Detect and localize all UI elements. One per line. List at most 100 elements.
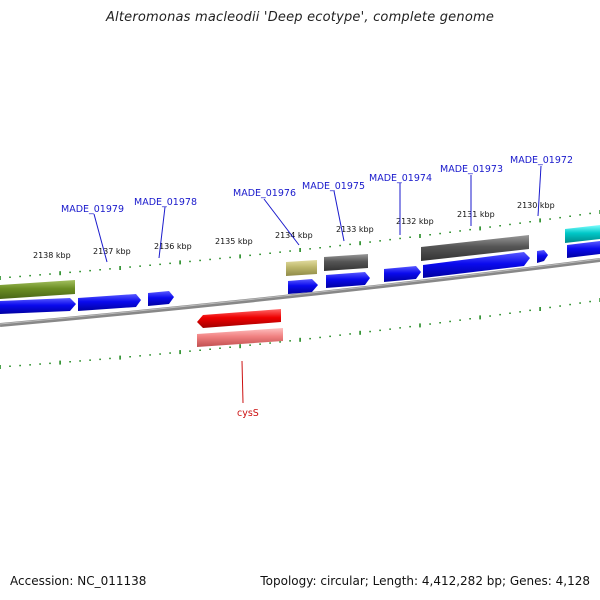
minor-tick [209,348,211,350]
gray-feature-1 [324,254,368,271]
minor-tick [579,214,581,216]
cds-arrow [567,241,600,258]
minor-tick [49,273,51,275]
scale-label: 2130 kbp [517,201,555,210]
minor-tick [489,315,491,317]
cds-arrow [423,252,530,278]
major-tick [539,218,541,223]
minor-tick [209,258,211,261]
gene-labels: MADE_01979 MADE_01978 MADE_01976 MADE_01… [61,155,573,419]
minor-tick [399,327,401,329]
minor-tick [129,266,131,268]
minor-tick [169,352,171,354]
major-tick [0,276,1,280]
minor-tick [189,260,191,263]
minor-tick [519,311,521,313]
minor-tick [89,269,91,272]
major-tick [59,271,61,276]
minor-tick [249,254,251,257]
reverse-features [197,309,283,347]
minor-tick [259,253,261,256]
scale-labels: 2138 kbp 2137 kbp 2136 kbp 2135 kbp 2134… [33,201,555,260]
cds-arrow [326,272,370,288]
gene-label: MADE_01975 [302,181,365,192]
cds-arrow [148,291,174,306]
gene-label: MADE_01978 [134,197,197,208]
cysS-gene [197,328,283,347]
minor-tick [69,361,71,363]
minor-tick [449,231,451,233]
khaki-feature [286,260,317,276]
minor-tick [159,263,161,266]
minor-tick [389,238,391,241]
minor-tick [529,309,531,312]
minor-tick [99,358,101,361]
minor-tick [29,364,31,366]
minor-tick [449,320,451,323]
minor-tick [259,343,261,345]
scale-label: 2136 kbp [154,242,192,251]
minor-tick [549,306,551,309]
minor-tick [269,252,271,254]
minor-tick [459,230,461,232]
minor-tick [29,274,31,277]
major-tick [59,360,61,365]
scale-label: 2131 kbp [457,210,495,219]
major-tick [239,254,241,259]
minor-tick [469,318,471,320]
cds-arrow [384,266,421,282]
major-tick [419,323,421,328]
genome-backbone [0,258,600,327]
gene-label: MADE_01976 [233,188,296,199]
cyan-feature [565,225,600,243]
minor-tick [49,362,51,365]
minor-tick [399,237,401,240]
cds-arrow [0,298,76,314]
scale-label: 2134 kbp [275,231,313,240]
minor-tick [169,262,171,265]
minor-tick [289,250,291,252]
minor-tick [279,341,281,343]
gray-feature-2 [421,235,529,261]
gene-label: MADE_01974 [369,173,432,184]
scale-ticks-upper [0,210,600,280]
major-tick [0,365,1,369]
minor-tick [569,215,571,217]
minor-tick [509,312,511,314]
minor-tick [289,340,291,342]
minor-tick [559,216,561,219]
minor-tick [319,247,321,249]
minor-tick [409,325,411,328]
minor-tick [139,265,141,267]
scale-label: 2137 kbp [93,247,131,256]
minor-tick [439,232,441,235]
minor-tick [229,346,231,348]
minor-tick [9,276,11,278]
gene-label: MADE_01973 [440,164,503,175]
minor-tick [509,223,511,226]
minor-tick [269,342,271,344]
minor-tick [569,303,571,306]
minor-tick [349,243,351,246]
minor-tick [139,355,141,357]
cds-arrow [78,294,141,311]
minor-tick [379,329,381,332]
minor-tick [149,354,151,356]
cds-arrow [288,279,318,294]
major-tick [479,315,481,320]
minor-tick [369,330,371,333]
major-tick [119,355,121,360]
minor-tick [339,334,341,336]
major-tick [359,330,361,335]
major-tick [119,266,121,270]
major-tick [179,350,181,355]
major-tick [479,226,481,231]
major-tick [539,307,541,311]
minor-tick [349,333,351,335]
topology-label: Topology: circular; Length: 4,412,282 bp… [260,574,590,588]
minor-tick [519,222,521,224]
minor-tick [329,335,331,338]
minor-tick [589,212,591,215]
minor-tick [39,274,41,276]
minor-tick [409,236,411,238]
